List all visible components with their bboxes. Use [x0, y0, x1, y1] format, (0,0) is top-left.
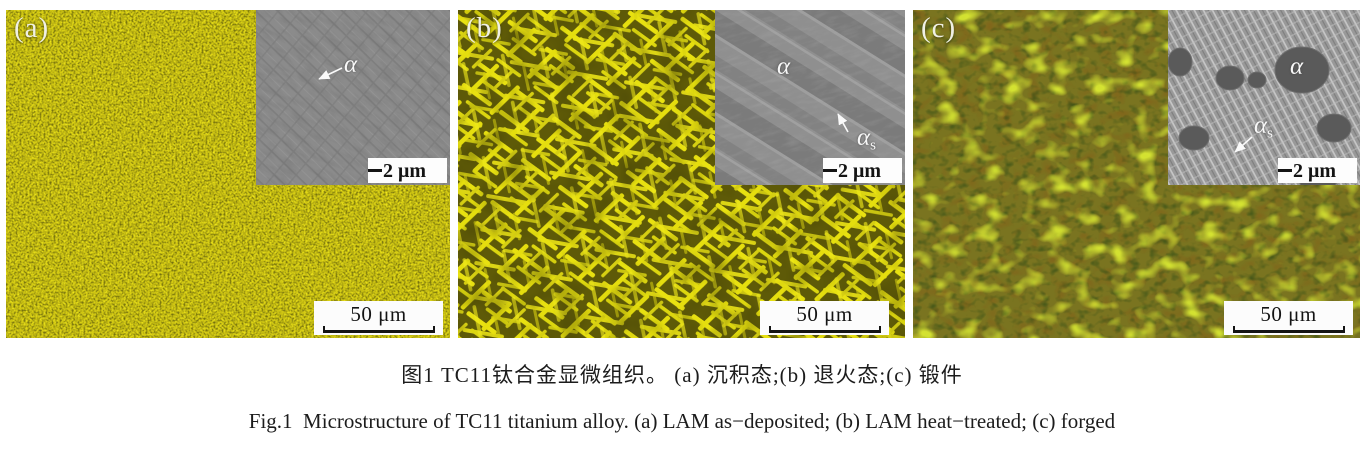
sem-micrograph-c — [1168, 10, 1360, 185]
annotation-alpha-s: αs — [857, 124, 876, 154]
scale-bar-line — [768, 326, 881, 333]
inset-scale-label: 2 μm — [838, 159, 881, 182]
scale-tick-icon — [368, 169, 382, 172]
scale-bar: 50 μm — [314, 301, 443, 335]
alpha-arrow-icon — [318, 67, 343, 80]
scale-bar: 50 μm — [760, 301, 889, 335]
scale-tick-icon — [1278, 169, 1292, 172]
scale-bar-line — [322, 326, 435, 333]
micrograph-panel-b: (b) α αs 2 μm 50 μm — [458, 10, 905, 338]
scale-bar-line — [1232, 326, 1345, 333]
inset-scale-bar: 2 μm — [1278, 158, 1357, 183]
micrograph-panel-a: (a) α 2 μm 50 μm — [6, 10, 450, 338]
sem-inset-c: α αs 2 μm — [1168, 10, 1360, 185]
annotation-alpha: α — [777, 53, 791, 80]
inset-scale-label: 2 μm — [383, 159, 426, 182]
sem-micrograph-b — [715, 10, 905, 185]
scale-bar-label: 50 μm — [1260, 302, 1317, 326]
figure-caption-chinese: 图1 TC11钛合金显微组织。 (a) 沉积态;(b) 退火态;(c) 锻件 — [401, 363, 963, 387]
figure-caption-english: Fig.1 Microstructure of TC11 titanium al… — [248, 409, 1116, 433]
sem-inset-b: α αs 2 μm — [715, 10, 905, 185]
inset-scale-bar: 2 μm — [368, 158, 447, 183]
panel-label-a: (a) — [14, 12, 50, 44]
annotation-alpha-s: αs — [1254, 112, 1273, 142]
sem-micrograph-a — [256, 10, 450, 185]
inset-scale-bar: 2 μm — [823, 158, 902, 183]
alpha-s-arrow-icon — [837, 113, 849, 133]
annotation-alpha: α — [1290, 53, 1304, 80]
panel-label-b: (b) — [466, 12, 503, 44]
micrograph-panel-c: (c) α αs — [913, 10, 1360, 338]
scale-bar-label: 50 μm — [796, 302, 853, 326]
scale-bar-label: 50 μm — [350, 302, 407, 326]
scale-tick-icon — [823, 169, 837, 172]
sem-inset-a: α 2 μm — [256, 10, 450, 185]
annotation-alpha: α — [344, 51, 358, 78]
scale-bar: 50 μm — [1224, 301, 1353, 335]
inset-scale-label: 2 μm — [1293, 159, 1336, 182]
panel-label-c: (c) — [921, 12, 957, 44]
alpha-s-arrow-icon — [1234, 136, 1253, 153]
